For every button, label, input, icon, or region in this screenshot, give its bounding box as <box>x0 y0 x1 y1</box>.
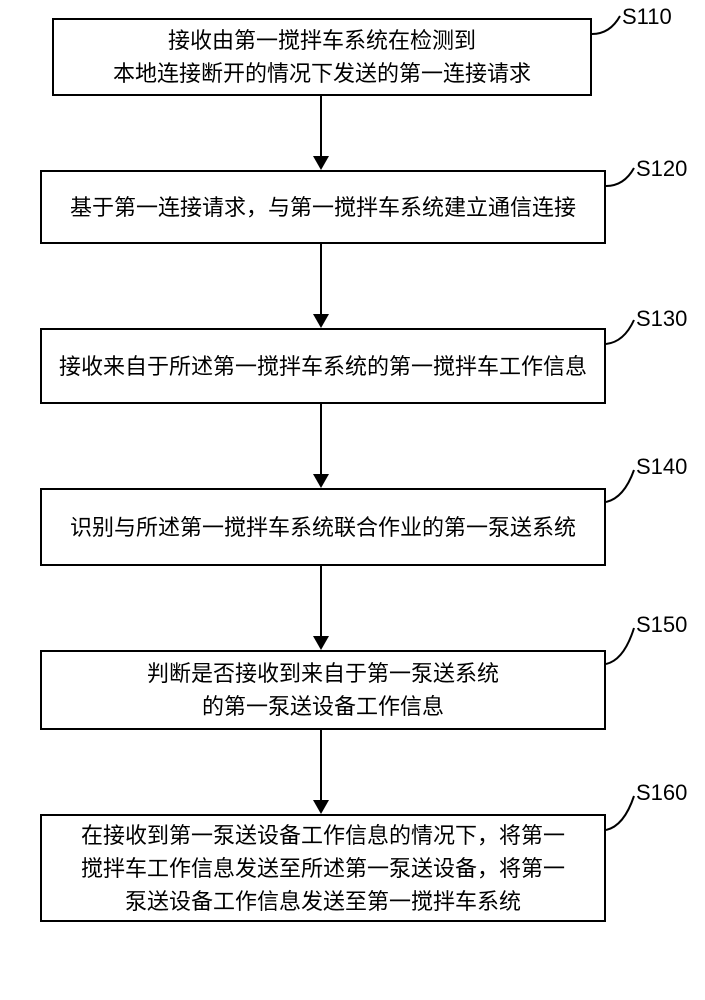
flow-step-s130: 接收来自于所述第一搅拌车系统的第一搅拌车工作信息 <box>40 328 606 404</box>
step-label-s140: S140 <box>636 454 687 480</box>
text-line: 接收来自于所述第一搅拌车系统的第一搅拌车工作信息 <box>59 350 587 383</box>
flow-arrow <box>320 404 322 474</box>
step-text: 判断是否接收到来自于第一泵送系统 的第一泵送设备工作信息 <box>147 657 499 723</box>
arrow-head-icon <box>313 474 329 488</box>
arrow-head-icon <box>313 314 329 328</box>
text-line: 的第一泵送设备工作信息 <box>147 690 499 723</box>
arrow-head-icon <box>313 156 329 170</box>
flow-step-s110: 接收由第一搅拌车系统在检测到 本地连接断开的情况下发送的第一连接请求 <box>52 18 592 96</box>
step-text: 识别与所述第一搅拌车系统联合作业的第一泵送系统 <box>70 511 576 544</box>
arrow-head-icon <box>313 800 329 814</box>
flow-step-s150: 判断是否接收到来自于第一泵送系统 的第一泵送设备工作信息 <box>40 650 606 730</box>
flow-step-s120: 基于第一连接请求，与第一搅拌车系统建立通信连接 <box>40 170 606 244</box>
step-label-s120: S120 <box>636 156 687 182</box>
step-label-s160: S160 <box>636 780 687 806</box>
flow-arrow <box>320 730 322 800</box>
flow-step-s160: 在接收到第一泵送设备工作信息的情况下，将第一 搅拌车工作信息发送至所述第一泵送设… <box>40 814 606 922</box>
step-label-s130: S130 <box>636 306 687 332</box>
step-text: 在接收到第一泵送设备工作信息的情况下，将第一 搅拌车工作信息发送至所述第一泵送设… <box>81 819 565 918</box>
step-text: 基于第一连接请求，与第一搅拌车系统建立通信连接 <box>70 191 576 224</box>
step-text: 接收来自于所述第一搅拌车系统的第一搅拌车工作信息 <box>59 350 587 383</box>
flow-arrow <box>320 566 322 636</box>
text-line: 基于第一连接请求，与第一搅拌车系统建立通信连接 <box>70 191 576 224</box>
text-line: 本地连接断开的情况下发送的第一连接请求 <box>113 57 531 90</box>
step-label-s150: S150 <box>636 612 687 638</box>
text-line: 判断是否接收到来自于第一泵送系统 <box>147 657 499 690</box>
step-label-s110: S110 <box>622 4 672 30</box>
flowchart-container: 接收由第一搅拌车系统在检测到 本地连接断开的情况下发送的第一连接请求 S110 … <box>0 0 705 1000</box>
flow-step-s140: 识别与所述第一搅拌车系统联合作业的第一泵送系统 <box>40 488 606 566</box>
text-line: 泵送设备工作信息发送至第一搅拌车系统 <box>81 885 565 918</box>
text-line: 搅拌车工作信息发送至所述第一泵送设备，将第一 <box>81 852 565 885</box>
flow-arrow <box>320 244 322 314</box>
text-line: 在接收到第一泵送设备工作信息的情况下，将第一 <box>81 819 565 852</box>
flow-arrow <box>320 96 322 156</box>
text-line: 识别与所述第一搅拌车系统联合作业的第一泵送系统 <box>70 511 576 544</box>
text-line: 接收由第一搅拌车系统在检测到 <box>113 24 531 57</box>
arrow-head-icon <box>313 636 329 650</box>
step-text: 接收由第一搅拌车系统在检测到 本地连接断开的情况下发送的第一连接请求 <box>113 24 531 90</box>
